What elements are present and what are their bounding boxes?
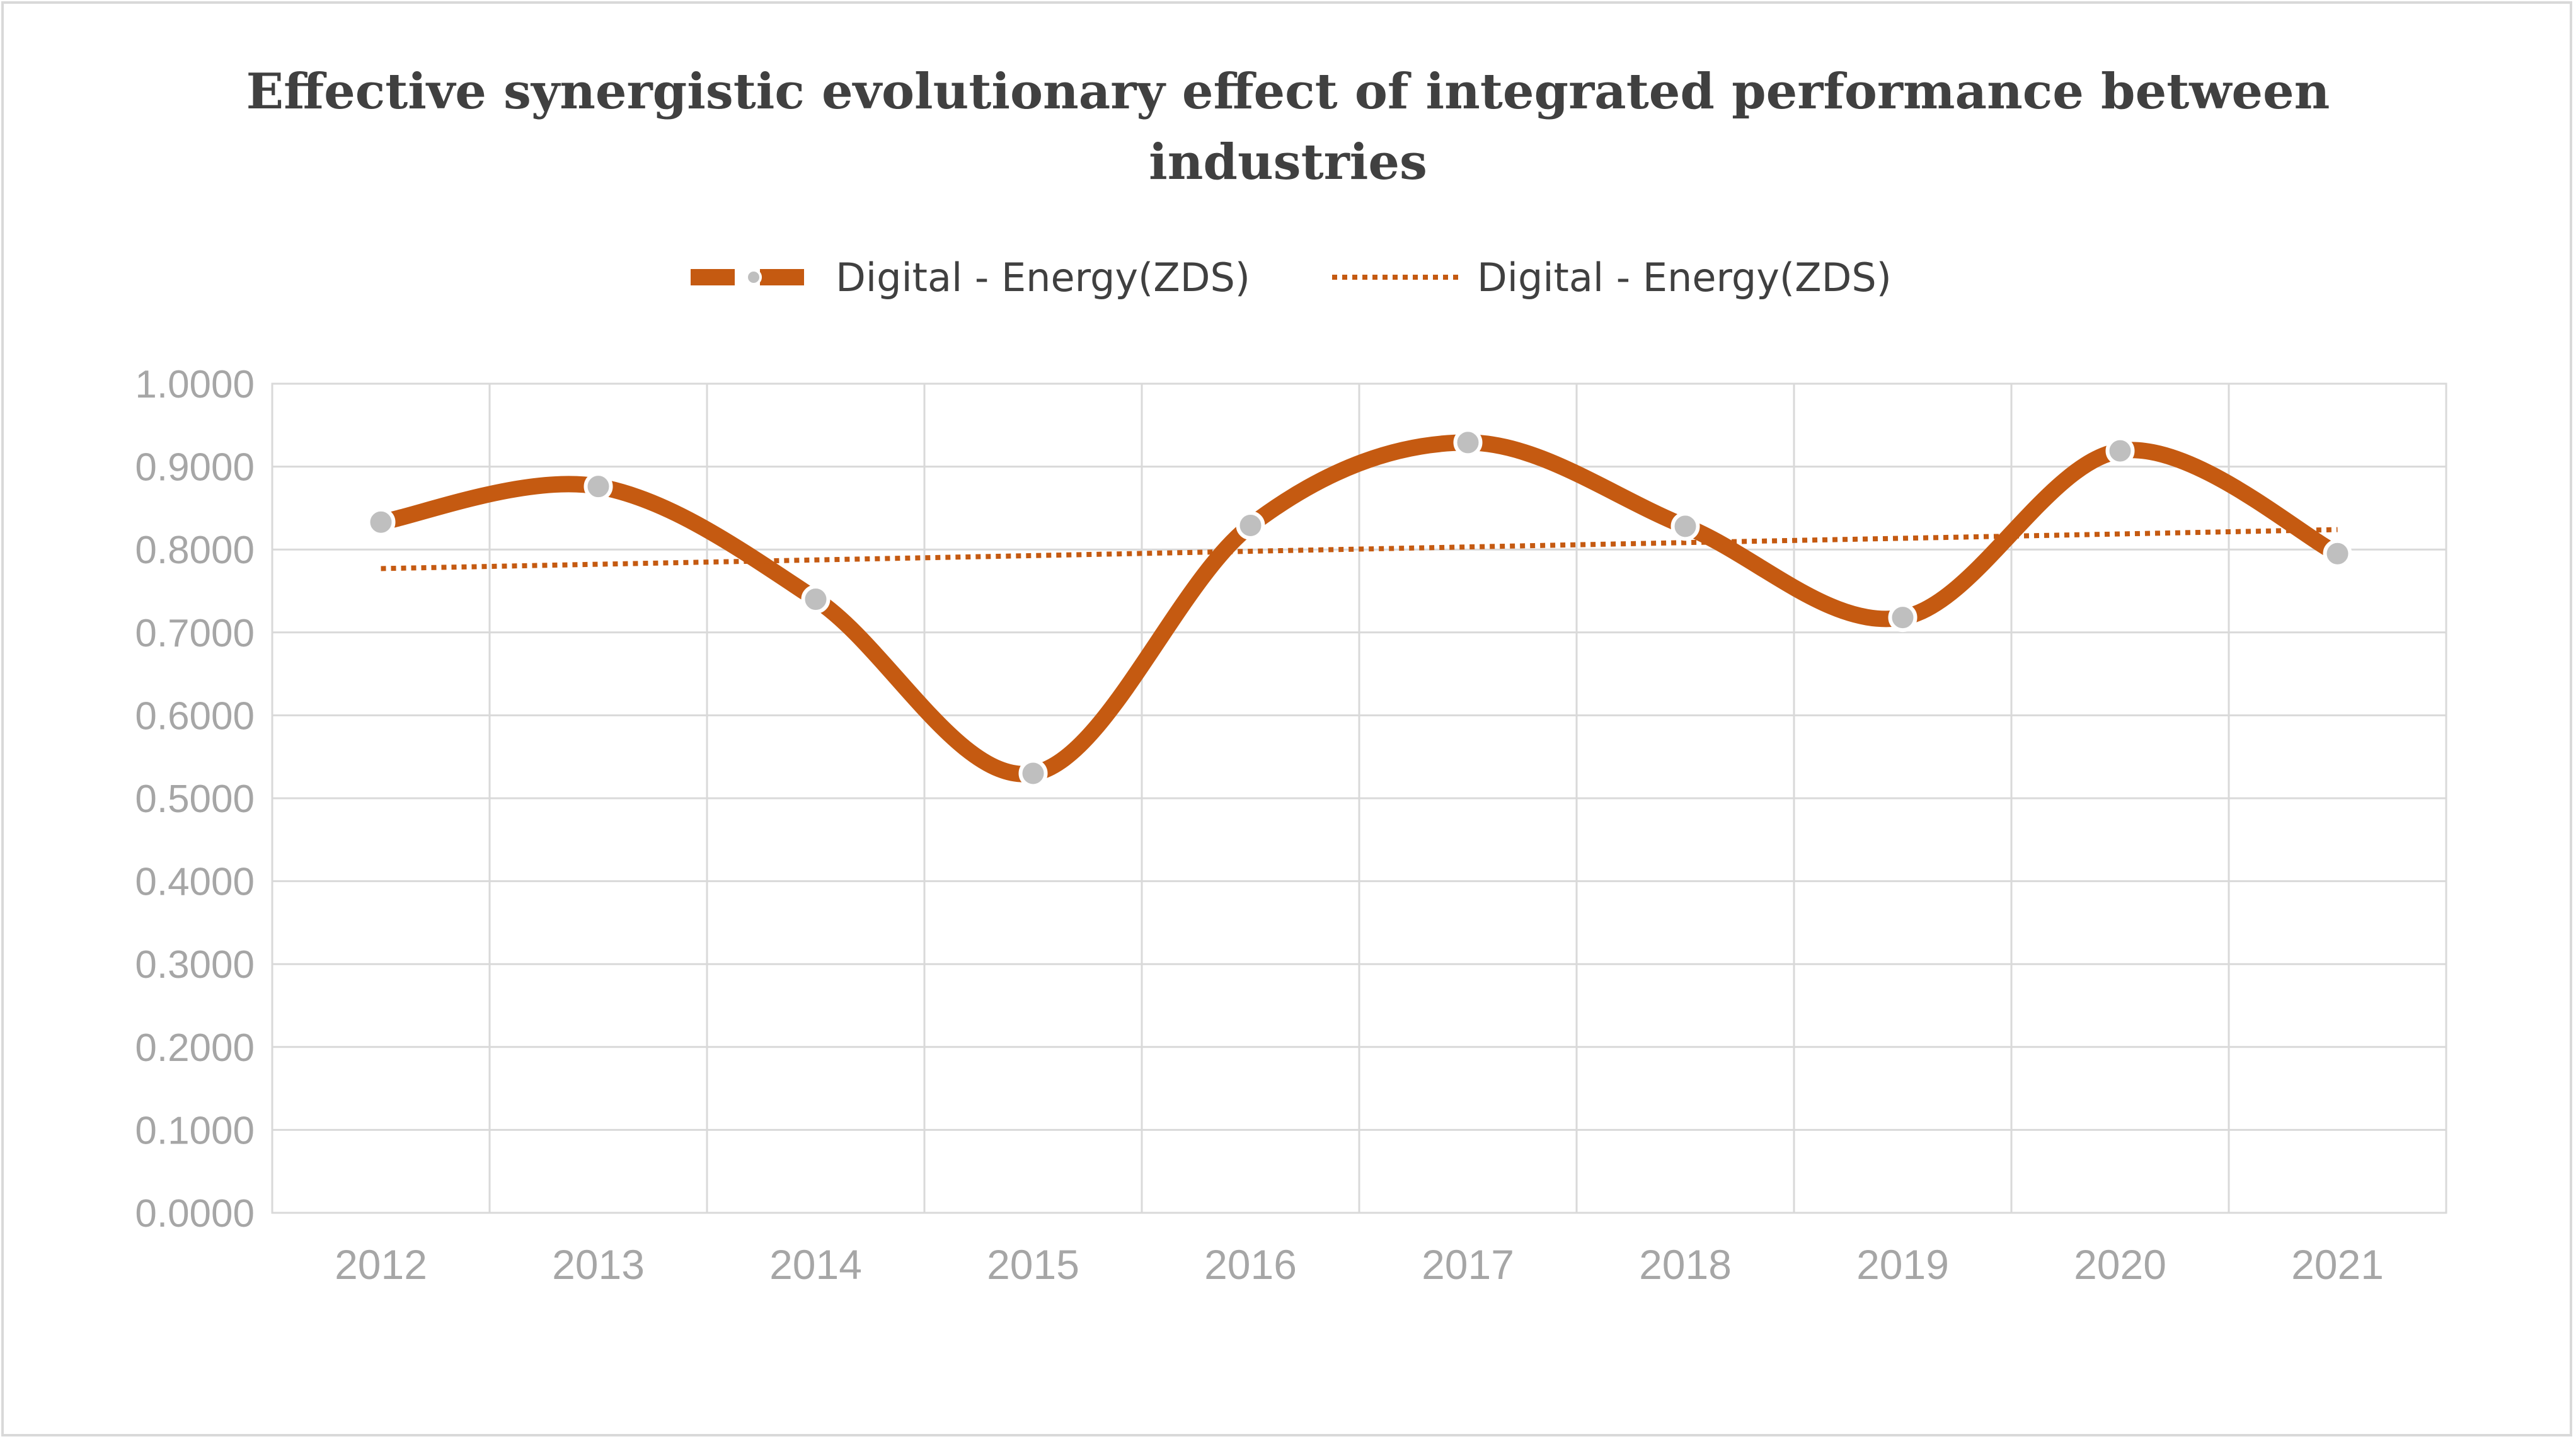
y-tick-label: 1.0000 (135, 363, 255, 406)
x-tick-label: 2020 (2074, 1241, 2166, 1288)
y-tick-label: 0.1000 (135, 1109, 255, 1152)
legend-item-trendline[interactable]: Digital - Energy(ZDS) (1326, 255, 1892, 301)
y-tick-label: 0.8000 (135, 529, 255, 572)
y-tick-label: 0.4000 (135, 861, 255, 904)
y-tick-label: 0.3000 (135, 943, 255, 987)
x-tick-label: 2021 (2291, 1241, 2384, 1288)
series-point (1236, 511, 1265, 541)
x-tick-label: 2013 (552, 1241, 645, 1288)
y-tick-label: 0.6000 (135, 694, 255, 738)
chart-title-line-2: industries (1149, 134, 1427, 191)
x-tick-label: 2015 (987, 1241, 1079, 1288)
legend-trendline-label: Digital - Energy(ZDS) (1477, 254, 1892, 301)
x-tick-label: 2014 (769, 1241, 862, 1288)
legend-item-series[interactable]: Digital - Energy(ZDS) (684, 255, 1250, 301)
series-point (1018, 759, 1048, 788)
series-point (801, 585, 831, 614)
legend-series-swatch (691, 269, 817, 285)
x-tick-label: 2019 (1856, 1241, 1949, 1288)
y-tick-label: 0.7000 (135, 612, 255, 655)
y-tick-label: 0.2000 (135, 1026, 255, 1070)
legend-trendline-swatch (1332, 275, 1458, 280)
series-point (2323, 539, 2352, 568)
chart-title: Effective synergistic evolutionary effec… (0, 57, 2576, 198)
chart-title-line-1: Effective synergistic evolutionary effec… (246, 63, 2330, 120)
y-tick-label: 0.9000 (135, 446, 255, 490)
series-point (584, 472, 613, 502)
plot-area-border (271, 382, 2447, 1214)
x-tick-label: 2018 (1639, 1241, 1732, 1288)
x-tick-label: 2012 (335, 1241, 427, 1288)
series-point (1453, 428, 1483, 457)
legend-series-label: Digital - Energy(ZDS) (836, 254, 1250, 301)
series-line (372, 434, 2346, 783)
trendline (381, 527, 2338, 571)
y-tick-label: 0.0000 (135, 1192, 255, 1235)
series-point (1888, 603, 1918, 633)
series-point (2105, 436, 2135, 466)
legend: Digital - Energy(ZDS) Digital - Energy(Z… (0, 249, 2576, 306)
x-tick-label: 2016 (1204, 1241, 1297, 1288)
y-tick-label: 0.5000 (135, 777, 255, 821)
series-point (366, 507, 396, 537)
x-tick-label: 2017 (1422, 1241, 1514, 1288)
series-point (1670, 512, 1700, 541)
